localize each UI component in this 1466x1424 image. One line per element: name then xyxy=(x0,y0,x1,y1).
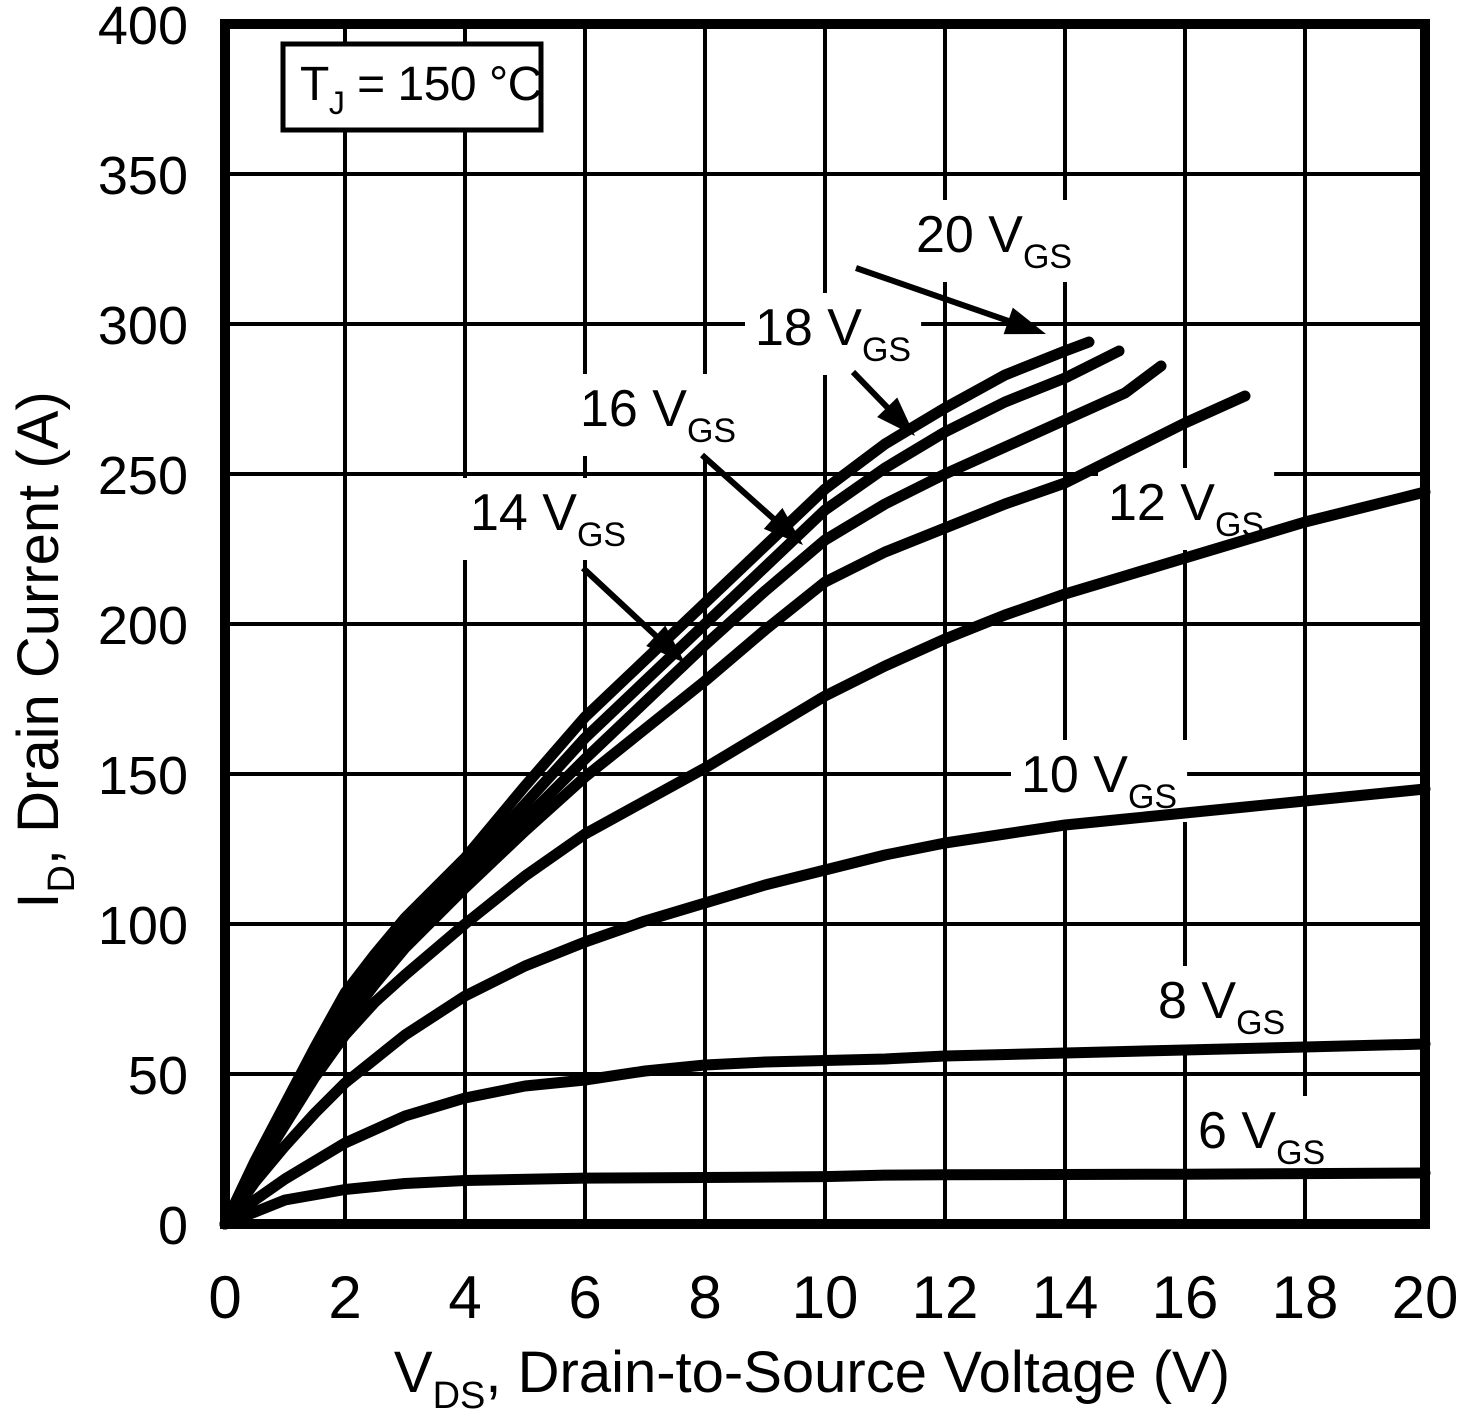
curve-arrowhead-vgs-20 xyxy=(1003,307,1046,335)
y-tick-label-150: 150 xyxy=(98,746,188,806)
y-tick-label-350: 350 xyxy=(98,146,188,206)
curve-label-vgs-18: 18 VGS xyxy=(755,299,911,369)
x-tick-label-12: 12 xyxy=(912,1264,979,1331)
curve-vgs-10 xyxy=(219,783,1431,1230)
x-tick-label-4: 4 xyxy=(448,1264,481,1331)
x-tick-label-18: 18 xyxy=(1272,1264,1339,1331)
curves xyxy=(219,336,1431,1230)
curve-label-vgs-10: 10 VGS xyxy=(1021,746,1177,816)
curve-arrowhead-vgs-18 xyxy=(877,397,915,436)
x-tick-label-20: 20 xyxy=(1392,1264,1459,1331)
curve-label-vgs-16: 16 VGS xyxy=(580,380,736,450)
curve-vgs-6 xyxy=(219,1167,1431,1230)
y-tick-label-300: 300 xyxy=(98,296,188,356)
curve-label-vgs-20: 20 VGS xyxy=(916,206,1072,276)
curve-arrow-line-vgs-16 xyxy=(700,452,780,525)
x-tick-label-6: 6 xyxy=(568,1264,601,1331)
curve-arrow-line-vgs-18 xyxy=(850,369,894,414)
x-tick-label-14: 14 xyxy=(1032,1264,1099,1331)
x-tick-label-0: 0 xyxy=(208,1264,241,1331)
curve-label-halo-vgs-20 xyxy=(906,200,1083,282)
curve-label-halo-vgs-8 xyxy=(1148,966,1296,1048)
curve-label-vgs-14: 14 VGS xyxy=(470,484,626,554)
temperature-annotation-text: TJ = 150 °C xyxy=(300,58,542,121)
curve-arrowhead-vgs-16 xyxy=(763,507,803,545)
curve-label-halo-vgs-6 xyxy=(1188,1096,1336,1178)
temperature-annotation-box xyxy=(280,41,544,133)
y-tick-label-0: 0 xyxy=(158,1196,188,1256)
curve-arrow-vgs-18 xyxy=(850,369,915,436)
curve-vgs-14 xyxy=(219,390,1251,1230)
y-tick-label-250: 250 xyxy=(98,446,188,506)
y-axis-title: ID, Drain Current (A) xyxy=(6,391,83,908)
y-tick-label-200: 200 xyxy=(98,596,188,656)
curve-label-vgs-8: 8 VGS xyxy=(1158,972,1285,1042)
x-tick-label-2: 2 xyxy=(328,1264,361,1331)
x-tick-label-16: 16 xyxy=(1152,1264,1219,1331)
curve-arrow-vgs-20 xyxy=(855,265,1046,335)
curve-label-halo-vgs-16 xyxy=(570,374,747,456)
label-arrows xyxy=(580,265,1046,663)
curve-label-halo-vgs-18 xyxy=(745,293,922,375)
curve-label-vgs-12: 12 VGS xyxy=(1108,474,1264,544)
label-halos xyxy=(460,200,1336,1178)
y-tick-label-400: 400 xyxy=(98,0,188,56)
curve-arrow-line-vgs-14 xyxy=(580,565,663,643)
curve-arrow-line-vgs-20 xyxy=(855,265,1015,326)
x-tick-label-10: 10 xyxy=(792,1264,859,1331)
curve-vgs-8 xyxy=(219,1038,1431,1230)
plot-frame xyxy=(220,19,1430,1229)
curve-vgs-12 xyxy=(219,486,1431,1230)
curve-arrowhead-vgs-14 xyxy=(646,625,685,663)
curve-label-halo-vgs-10 xyxy=(1011,740,1188,822)
curve-label-vgs-6: 6 VGS xyxy=(1198,1102,1325,1172)
plot-border xyxy=(220,19,1430,1229)
axis-ticks-and-titles: 0 2 4 6 8 10 12 14 16 18 2005010015020025030035040… xyxy=(6,0,1458,1417)
x-tick-label-8: 8 xyxy=(688,1264,721,1331)
y-tick-label-50: 50 xyxy=(128,1046,188,1106)
curve-arrow-vgs-16 xyxy=(700,452,803,545)
curve-label-halo-vgs-14 xyxy=(460,478,637,560)
curve-arrow-vgs-14 xyxy=(580,565,685,663)
x-axis-title: VDS, Drain-to-Source Voltage (V) xyxy=(394,1340,1230,1417)
annotation: TJ = 150 °C xyxy=(280,41,544,133)
y-tick-label-100: 100 xyxy=(98,896,188,956)
